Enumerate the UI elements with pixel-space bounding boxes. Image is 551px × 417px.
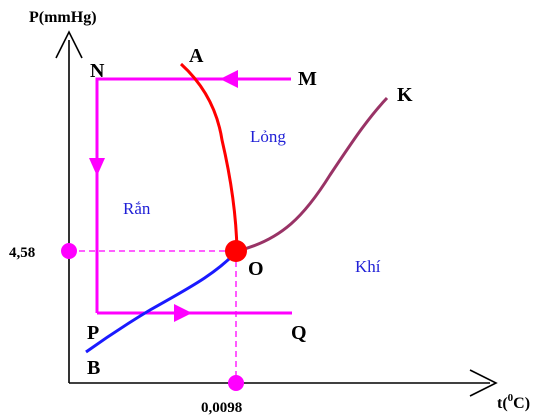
point-label-q: Q [291, 322, 307, 344]
region-label-gas: Khí [355, 257, 381, 276]
point-label-n: N [90, 60, 105, 82]
x-axis-label-suffix: C) [513, 395, 530, 412]
point-label-a: A [189, 45, 204, 67]
fusion-curve-oa [179, 62, 239, 252]
point-label-k: K [397, 84, 413, 106]
y-axis-label: P(mmHg) [29, 9, 97, 26]
y-tick-label: 4,58 [9, 245, 35, 261]
x-axis-label: t(0C) [497, 392, 530, 412]
arrow-n-to-p [89, 158, 105, 176]
x-axis-label-prefix: t( [497, 395, 508, 412]
point-label-p: P [87, 322, 99, 344]
x-axis-label-sup: 0 [508, 392, 514, 404]
vapor-curve-ok [236, 96, 389, 253]
arrow-p-to-q [174, 304, 192, 322]
triple-point-o [225, 240, 247, 262]
point-label-b: B [87, 357, 100, 379]
y-axis-arrowhead [55, 30, 83, 59]
point-label-m: M [298, 68, 317, 90]
point-label-o: O [248, 258, 264, 280]
x-axis-arrowhead [469, 369, 498, 397]
x-tick-label: 0,0098 [201, 400, 242, 416]
pressure-tick-marker [61, 243, 77, 259]
sublimation-curve-ob [85, 249, 239, 354]
temperature-tick-marker [228, 375, 244, 391]
arrow-m-to-n [220, 70, 238, 88]
region-label-solid: Rắn [123, 199, 151, 218]
region-label-liquid: Lỏng [250, 127, 286, 146]
